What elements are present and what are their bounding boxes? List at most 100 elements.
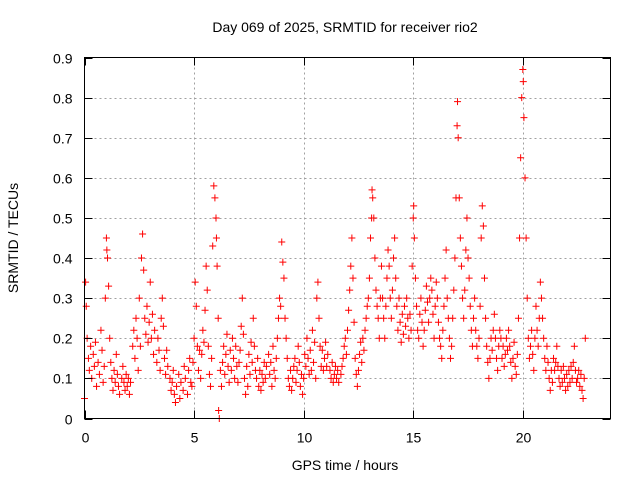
data-point xyxy=(533,326,541,334)
data-point xyxy=(335,378,343,386)
data-point xyxy=(295,358,303,366)
data-point xyxy=(163,346,171,354)
data-point xyxy=(518,94,526,102)
data-point xyxy=(227,366,235,374)
data-point xyxy=(215,406,223,414)
data-point xyxy=(255,382,263,390)
data-point xyxy=(550,354,558,362)
data-point xyxy=(89,350,97,358)
data-point xyxy=(157,314,165,322)
data-point xyxy=(313,294,321,302)
data-point xyxy=(340,342,348,350)
data-point xyxy=(566,378,574,386)
data-point xyxy=(455,194,463,202)
data-point xyxy=(553,342,561,350)
x-tick-label: 0 xyxy=(82,430,90,446)
data-point xyxy=(399,330,407,338)
data-point xyxy=(82,302,90,310)
data-point xyxy=(569,358,577,366)
data-point xyxy=(403,294,411,302)
x-tick-labels: 0 5 10 15 20 xyxy=(82,430,532,446)
data-point xyxy=(464,254,472,262)
y-axis-label: SRMTID / TECUs xyxy=(5,183,21,293)
data-point xyxy=(415,334,423,342)
data-point xyxy=(98,346,106,354)
data-point xyxy=(153,358,161,366)
data-point xyxy=(266,370,274,378)
data-point xyxy=(279,258,287,266)
data-point xyxy=(427,274,435,282)
data-point xyxy=(454,98,462,106)
data-point xyxy=(381,334,389,342)
data-point xyxy=(348,234,356,242)
data-point xyxy=(237,322,245,330)
y-tick-label: 0.5 xyxy=(53,211,73,227)
data-point xyxy=(150,350,158,358)
data-point xyxy=(151,326,159,334)
data-point xyxy=(296,382,304,390)
data-point xyxy=(121,386,129,394)
data-point xyxy=(223,330,231,338)
data-point xyxy=(428,286,436,294)
data-point xyxy=(345,306,353,314)
data-point xyxy=(228,334,236,342)
data-point xyxy=(261,374,269,382)
data-point xyxy=(539,314,547,322)
data-point xyxy=(477,234,485,242)
data-point xyxy=(474,354,482,362)
data-point xyxy=(364,294,372,302)
data-point xyxy=(330,370,338,378)
data-point xyxy=(384,246,392,254)
data-point xyxy=(447,354,455,362)
data-point xyxy=(134,366,142,374)
data-point xyxy=(87,342,95,350)
data-point xyxy=(226,346,234,354)
data-point xyxy=(360,346,368,354)
data-point xyxy=(507,358,515,366)
data-point xyxy=(162,370,170,378)
data-point xyxy=(233,362,241,370)
data-point xyxy=(288,386,296,394)
data-point xyxy=(453,122,461,130)
data-point xyxy=(502,334,510,342)
data-point xyxy=(170,390,178,398)
data-point xyxy=(391,234,399,242)
data-point xyxy=(106,334,114,342)
data-point xyxy=(290,362,298,370)
data-point xyxy=(334,366,342,374)
data-point xyxy=(560,374,568,382)
data-point xyxy=(164,362,172,370)
data-point xyxy=(524,334,532,342)
data-point xyxy=(148,310,156,318)
data-point xyxy=(513,350,521,358)
data-point xyxy=(144,338,152,346)
data-point xyxy=(293,366,301,374)
data-point xyxy=(398,310,406,318)
data-point xyxy=(478,202,486,210)
data-point xyxy=(473,342,481,350)
data-point xyxy=(519,66,527,74)
data-point xyxy=(310,358,318,366)
data-point xyxy=(406,310,414,318)
data-point xyxy=(579,394,587,402)
data-point xyxy=(208,354,216,362)
data-point xyxy=(95,370,103,378)
data-point xyxy=(520,114,528,122)
data-point xyxy=(197,374,205,382)
data-point xyxy=(499,342,507,350)
data-point xyxy=(442,246,450,254)
data-point xyxy=(387,314,395,322)
data-point xyxy=(204,342,212,350)
data-point xyxy=(294,342,302,350)
data-point xyxy=(445,334,453,342)
data-point xyxy=(400,302,408,310)
x-tick-label: 10 xyxy=(297,430,313,446)
data-point xyxy=(525,354,533,362)
data-point xyxy=(489,326,497,334)
data-point xyxy=(536,278,544,286)
data-point xyxy=(175,370,183,378)
data-point xyxy=(531,334,539,342)
data-point xyxy=(563,370,571,378)
data-point xyxy=(465,274,473,282)
data-point xyxy=(494,366,502,374)
